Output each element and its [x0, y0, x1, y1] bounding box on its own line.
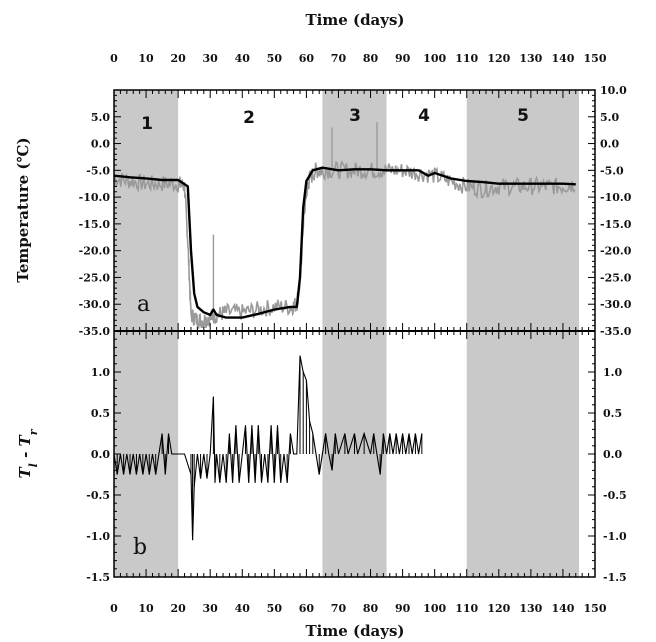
- x-tick-label-top: 20: [170, 52, 186, 65]
- y-tick-label-a-left: -15.0: [79, 218, 111, 231]
- x-tick-label-top: 90: [395, 52, 411, 65]
- panel-b-difference-line: [113, 355, 423, 541]
- y-tick-label-b-left: 1.0: [91, 366, 110, 379]
- y-tick-label-a-left: -25.0: [79, 271, 111, 284]
- y-tick-label-b-left: 0.5: [91, 407, 110, 420]
- x-tick-label-top: 70: [331, 52, 347, 65]
- region-label-5: 5: [517, 106, 529, 126]
- y-tick-label-a-right: 5.0: [600, 111, 619, 124]
- x-tick-label-bottom: 0: [110, 602, 118, 615]
- panel-a-series: [113, 122, 576, 331]
- y-tick-label-b-right: 1.0: [603, 366, 622, 379]
- y-tick-label-a-left: -20.0: [79, 245, 111, 258]
- ylabel-b-sub2: r: [27, 428, 40, 435]
- x-tick-label-bottom: 20: [170, 602, 186, 615]
- x-tick-label-bottom: 110: [455, 602, 478, 615]
- y-tick-label-b-left: 0.0: [91, 448, 110, 461]
- x-tick-label-bottom: 40: [235, 602, 251, 615]
- y-tick-label-b-right: -1.0: [603, 530, 627, 543]
- x-tick-label-bottom: 50: [267, 602, 283, 615]
- x-tick-label-bottom: 130: [519, 602, 542, 615]
- y-tick-label-b-right: 0.5: [603, 407, 622, 420]
- y-tick-label-a-right: -5.0: [600, 164, 624, 177]
- region-label-4: 4: [418, 106, 430, 126]
- x-tick-label-top: 10: [138, 52, 154, 65]
- ylabel-b-mid: - T: [16, 433, 34, 463]
- shaded-region-5: [466, 90, 579, 577]
- y-tick-label-a-left: 0.0: [91, 138, 110, 151]
- y-tick-label-a-left: -5.0: [86, 164, 110, 177]
- region-label-3: 3: [349, 106, 361, 126]
- x-tick-label-top: 120: [487, 52, 510, 65]
- region-label-2: 2: [243, 108, 255, 128]
- panel-a-y-axis-title: Temperature (℃): [14, 137, 32, 282]
- x-tick-label-bottom: 140: [551, 602, 574, 615]
- y-tick-label-b-left: -1.5: [86, 571, 110, 584]
- y-tick-label-b-right: -0.5: [603, 489, 627, 502]
- x-tick-label-bottom: 70: [331, 602, 347, 615]
- y-tick-label-a-right: -10.0: [600, 191, 632, 204]
- region-labels: 1 2 3 4 5: [141, 106, 529, 134]
- y-tick-label-b-right: 0.0: [603, 448, 622, 461]
- y-tick-label-a-right: -20.0: [600, 245, 632, 258]
- y-tick-label-a-right: -30.0: [600, 298, 632, 311]
- ticks: [113, 89, 596, 578]
- series-gray-noisy-line: [113, 159, 576, 331]
- panel-label-a: a: [137, 292, 150, 317]
- panel-b-y-axis-title: Tl - Tr: [16, 428, 40, 478]
- y-tick-label-b-right: -1.5: [603, 571, 627, 584]
- y-tick-label-a-left: 5.0: [91, 111, 110, 124]
- x-tick-label-top: 60: [299, 52, 315, 65]
- x-tick-label-bottom: 80: [363, 602, 379, 615]
- series-black-smooth-line: [113, 166, 576, 319]
- ylabel-b-main: T: [16, 466, 34, 479]
- x-tick-label-top: 30: [203, 52, 219, 65]
- panel-b-series: [113, 355, 423, 541]
- x-tick-label-bottom: 60: [299, 602, 315, 615]
- shaded-regions: [114, 90, 579, 577]
- x-tick-label-bottom: 10: [138, 602, 154, 615]
- x-tick-label-top: 130: [519, 52, 542, 65]
- x-tick-label-bottom: 120: [487, 602, 510, 615]
- x-tick-label-bottom: 150: [584, 602, 607, 615]
- x-tick-label-bottom: 100: [423, 602, 446, 615]
- x-tick-label-top: 40: [235, 52, 251, 65]
- x-tick-label-top: 50: [267, 52, 283, 65]
- tick-labels: 0010102020303040405050606070708080909010…: [79, 52, 632, 615]
- x-tick-label-top: 140: [551, 52, 574, 65]
- y-tick-label-a-right: -25.0: [600, 271, 632, 284]
- top-axis-title: Time (days): [305, 11, 404, 29]
- x-tick-label-top: 80: [363, 52, 379, 65]
- x-tick-label-top: 100: [423, 52, 446, 65]
- ylabel-b-sub1: l: [27, 463, 40, 467]
- x-tick-label-bottom: 30: [203, 602, 219, 615]
- y-tick-label-a-right: 0.0: [600, 138, 619, 151]
- bottom-axis-title: Time (days): [305, 622, 404, 640]
- y-tick-label-a-right: 10.0: [600, 84, 627, 97]
- y-tick-label-b-left: -1.0: [86, 530, 110, 543]
- x-tick-label-top: 150: [584, 52, 607, 65]
- y-tick-label-a-right: -35.0: [600, 325, 632, 338]
- y-tick-label-a-right: -15.0: [600, 218, 632, 231]
- region-label-1: 1: [141, 114, 153, 134]
- x-tick-label-bottom: 90: [395, 602, 411, 615]
- x-tick-label-top: 0: [110, 52, 118, 65]
- x-tick-label-top: 110: [455, 52, 478, 65]
- y-tick-label-a-left: -30.0: [79, 298, 111, 311]
- y-tick-label-a-left: -10.0: [79, 191, 111, 204]
- panel-label-b: b: [133, 535, 147, 560]
- y-tick-label-b-left: -0.5: [86, 489, 110, 502]
- y-tick-label-a-left: -35.0: [79, 325, 111, 338]
